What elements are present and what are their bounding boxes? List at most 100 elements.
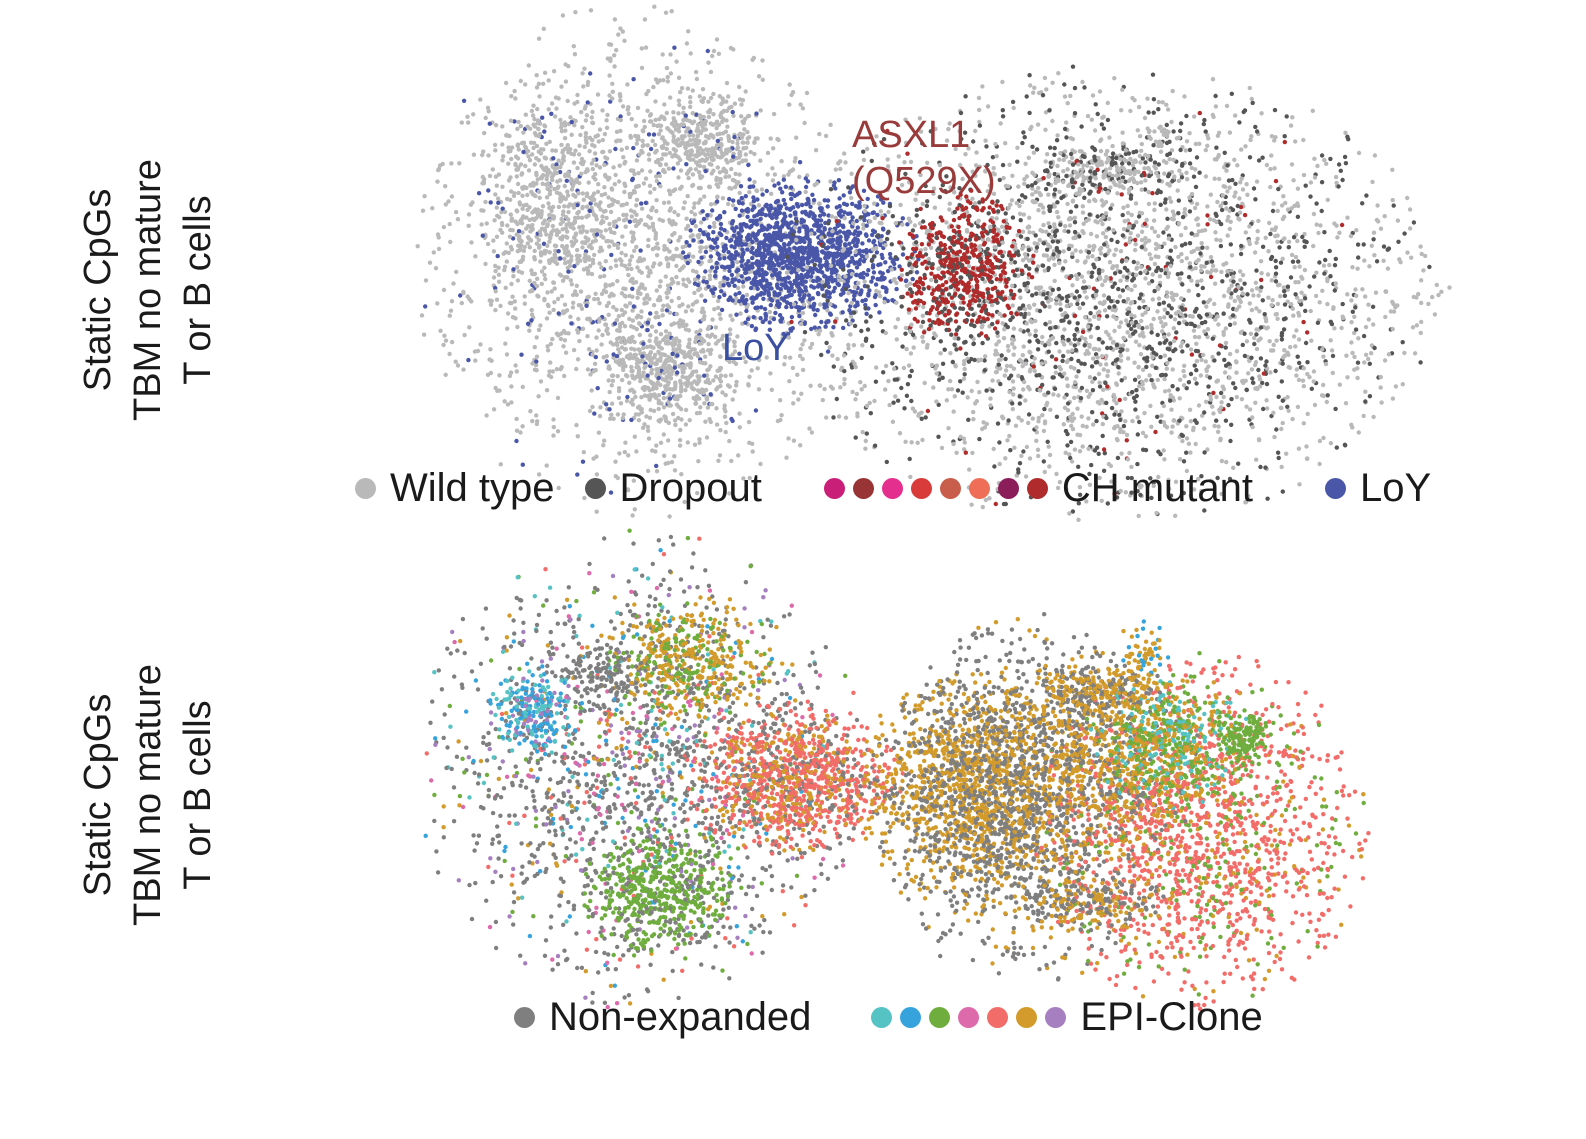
point (686, 126, 691, 131)
point (671, 253, 676, 259)
point (527, 278, 532, 283)
point (651, 381, 656, 386)
point (535, 120, 540, 126)
point (790, 90, 796, 95)
point (717, 312, 722, 317)
point (623, 440, 628, 445)
point (1125, 203, 1130, 209)
point (743, 89, 748, 94)
point (883, 260, 888, 265)
point (560, 309, 566, 314)
point (764, 233, 769, 238)
point (1336, 162, 1342, 167)
point (775, 284, 780, 289)
point (789, 236, 795, 241)
point (614, 129, 620, 134)
point (731, 47, 736, 52)
point (566, 209, 571, 215)
point (682, 350, 687, 355)
point (675, 161, 681, 166)
point (743, 242, 748, 247)
point (879, 252, 884, 258)
point (533, 133, 539, 138)
point (694, 299, 700, 304)
point (1146, 190, 1152, 195)
point (1087, 375, 1093, 380)
point (1045, 152, 1050, 157)
point (608, 340, 613, 345)
point (659, 136, 665, 141)
point (847, 241, 852, 246)
point (1065, 201, 1070, 207)
point (855, 232, 861, 238)
point (1216, 351, 1221, 356)
point (651, 303, 657, 308)
point (732, 389, 737, 394)
point (690, 220, 695, 226)
point (661, 432, 666, 437)
point (866, 238, 872, 243)
point (837, 222, 842, 227)
point (605, 112, 610, 118)
point (578, 289, 584, 294)
point (625, 266, 630, 272)
point (697, 440, 702, 445)
point (1118, 429, 1123, 435)
point (631, 77, 636, 82)
point (932, 205, 938, 210)
point (774, 347, 780, 352)
point (664, 65, 670, 71)
point (739, 195, 744, 201)
point (815, 308, 820, 313)
point (490, 167, 495, 172)
point (665, 141, 670, 146)
point (718, 383, 723, 389)
point (519, 352, 524, 357)
point (551, 280, 557, 285)
point (661, 167, 666, 173)
point (618, 117, 623, 123)
point (657, 419, 662, 424)
point (1297, 360, 1302, 366)
point (1240, 272, 1246, 278)
point (634, 158, 640, 163)
point (594, 472, 600, 477)
point (538, 151, 544, 156)
point (703, 158, 708, 163)
point (778, 205, 783, 210)
point (559, 125, 564, 130)
point (515, 221, 520, 227)
point (625, 82, 630, 87)
point (549, 289, 554, 294)
point (757, 252, 762, 258)
point (633, 133, 638, 139)
point (610, 96, 615, 101)
point (823, 255, 828, 261)
point (684, 162, 689, 167)
point (443, 202, 448, 207)
point (668, 129, 673, 134)
point (840, 310, 845, 315)
point (749, 224, 754, 229)
point (706, 114, 712, 120)
point (532, 344, 537, 350)
point (826, 239, 831, 244)
point (523, 163, 528, 169)
point (733, 296, 739, 301)
point (576, 215, 581, 220)
point (544, 232, 549, 237)
point (848, 211, 853, 216)
point (807, 213, 812, 219)
point (848, 314, 854, 319)
point (575, 261, 580, 266)
point (560, 212, 566, 217)
point (971, 417, 976, 422)
point (778, 417, 783, 423)
point (654, 463, 659, 469)
point (794, 201, 800, 207)
point (825, 204, 830, 209)
point (689, 152, 694, 157)
point (713, 341, 719, 346)
point (758, 216, 763, 222)
point (565, 189, 570, 194)
